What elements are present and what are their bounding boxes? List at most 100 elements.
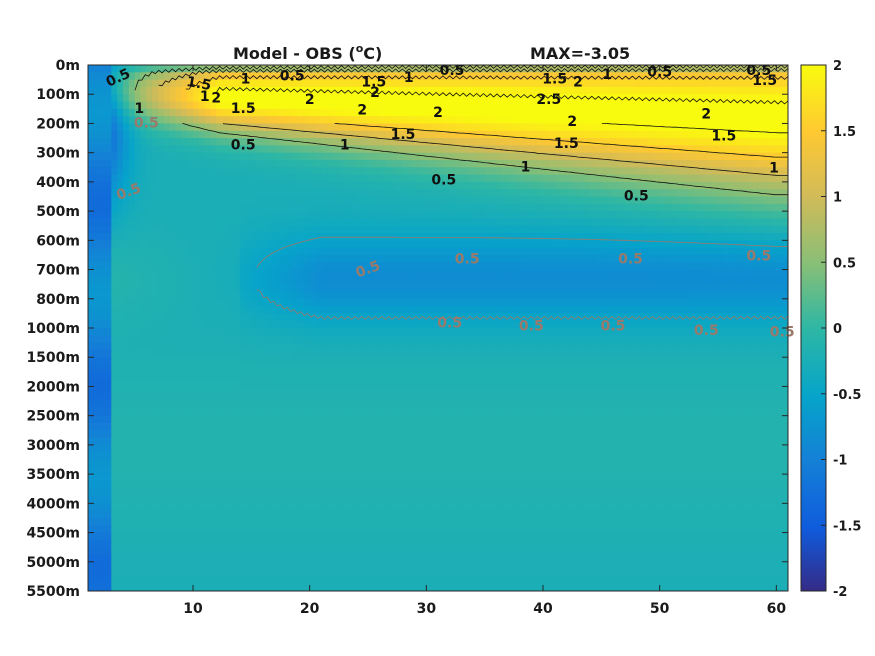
heatmap-cell	[99, 496, 107, 504]
heatmap-cell	[245, 108, 252, 117]
heatmap-cell	[315, 379, 322, 388]
heatmap-cell	[455, 152, 462, 161]
heatmap-cell	[397, 408, 404, 417]
heatmap-cell	[222, 262, 229, 271]
heatmap-cell	[228, 189, 235, 198]
heatmap-cell	[222, 379, 229, 388]
heatmap-cell	[292, 371, 299, 380]
heatmap-cell	[298, 203, 305, 212]
heatmap-cell	[111, 379, 118, 388]
heatmap-cell	[473, 583, 480, 591]
heatmap-cell	[309, 371, 317, 380]
heatmap-cell	[327, 335, 334, 344]
heatmap-cell	[449, 408, 457, 417]
heatmap-cell	[461, 561, 468, 570]
heatmap-cell	[88, 145, 95, 154]
heatmap-cell	[204, 145, 212, 154]
heatmap-cell	[298, 517, 305, 526]
heatmap-cell	[175, 167, 182, 176]
heatmap-cell	[146, 349, 153, 358]
heatmap-cell	[303, 291, 311, 300]
heatmap-cell	[123, 276, 130, 285]
heatmap-cell	[163, 561, 171, 570]
heatmap-cell	[181, 328, 188, 336]
heatmap-cell	[292, 452, 299, 461]
heatmap-cell	[105, 393, 112, 402]
heatmap-cell	[327, 561, 334, 570]
heatmap-cell	[303, 181, 311, 190]
heatmap-cell	[420, 306, 427, 314]
heatmap-cell	[158, 459, 165, 468]
heatmap-cell	[391, 335, 398, 344]
heatmap-cell	[350, 262, 357, 271]
heatmap-cell	[455, 138, 462, 146]
heatmap-cell	[99, 328, 107, 336]
heatmap-cell	[379, 240, 387, 249]
heatmap-cell	[175, 481, 182, 490]
heatmap-cell	[385, 152, 392, 161]
heatmap-field	[88, 65, 788, 591]
heatmap-cell	[286, 152, 293, 161]
heatmap-cell	[233, 284, 241, 293]
heatmap-cell	[344, 539, 352, 548]
heatmap-cell	[490, 174, 497, 183]
heatmap-cell	[274, 415, 282, 424]
heatmap-cell	[333, 328, 340, 336]
heatmap-cell	[268, 496, 276, 504]
heatmap-cell	[239, 152, 247, 161]
heatmap-cell	[391, 116, 398, 125]
heatmap-cell	[169, 284, 177, 293]
heatmap-cell	[181, 233, 188, 241]
heatmap-cell	[169, 254, 177, 263]
heatmap-cell	[368, 152, 375, 161]
heatmap-cell	[333, 320, 340, 329]
heatmap-cell	[467, 576, 474, 585]
heatmap-cell	[309, 430, 317, 439]
heatmap-cell	[420, 130, 427, 139]
heatmap-cell	[233, 86, 241, 95]
heatmap-cell	[420, 408, 427, 417]
heatmap-cell	[397, 181, 404, 190]
heatmap-cell	[315, 181, 322, 190]
heatmap-cell	[443, 181, 451, 190]
heatmap-cell	[99, 335, 107, 344]
heatmap-cell	[169, 364, 177, 373]
heatmap-cell	[140, 554, 147, 563]
heatmap-cell	[391, 371, 398, 380]
heatmap-cell	[111, 306, 118, 314]
heatmap-cell	[99, 130, 107, 139]
heatmap-cell	[140, 123, 147, 132]
heatmap-cell	[449, 108, 457, 117]
heatmap-cell	[146, 379, 153, 388]
heatmap-cell	[204, 408, 212, 417]
heatmap-cell	[414, 554, 422, 563]
heatmap-cell	[93, 72, 101, 81]
heatmap-cell	[280, 138, 287, 146]
heatmap-cell	[93, 444, 101, 453]
heatmap-cell	[391, 320, 398, 329]
heatmap-cell	[333, 371, 340, 380]
heatmap-cell	[263, 342, 270, 351]
heatmap-cell	[268, 569, 276, 577]
heatmap-cell	[432, 225, 439, 234]
heatmap-cell	[204, 569, 212, 577]
heatmap-cell	[198, 145, 206, 154]
heatmap-cell	[152, 517, 159, 526]
heatmap-cell	[187, 415, 194, 424]
heatmap-cell	[105, 488, 112, 497]
heatmap-cell	[414, 401, 422, 409]
heatmap-cell	[181, 496, 188, 504]
heatmap-cell	[449, 167, 457, 176]
heatmap-cell	[397, 159, 404, 168]
heatmap-cell	[438, 262, 445, 271]
heatmap-cell	[338, 320, 346, 329]
heatmap-cell	[193, 422, 200, 431]
heatmap-cell	[93, 539, 101, 548]
heatmap-cell	[321, 291, 328, 300]
heatmap-cell	[333, 554, 340, 563]
heatmap-cell	[303, 532, 311, 541]
heatmap-cell	[233, 539, 241, 548]
heatmap-cell	[198, 225, 206, 234]
heatmap-cell	[169, 159, 177, 168]
heatmap-cell	[187, 284, 194, 293]
